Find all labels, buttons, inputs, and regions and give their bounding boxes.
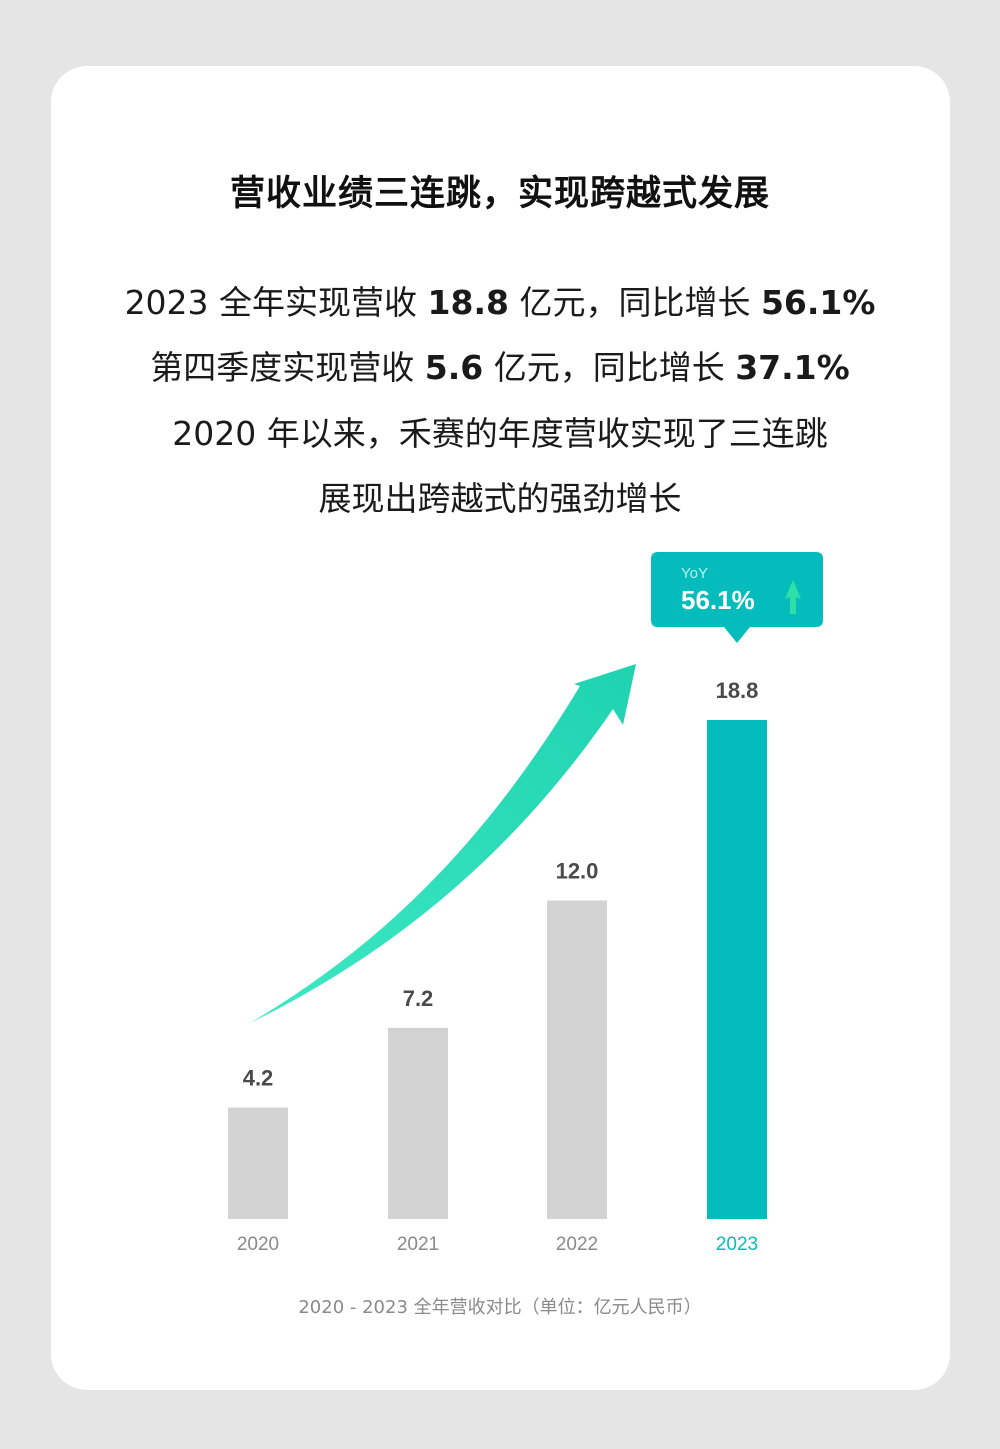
value-label-2022: 12.0 — [556, 858, 599, 883]
yoy-label: YoY — [681, 565, 708, 582]
yoy-badge: YoY 56.1% — [651, 552, 823, 643]
annual-growth-value: 56.1% — [760, 283, 876, 322]
category-label-2021: 2021 — [397, 1234, 439, 1255]
bar-2021 — [388, 1027, 448, 1219]
summary-line-annual: 2023 全年实现营收 18.8 亿元，同比增长 56.1% — [124, 283, 876, 322]
annual-revenue-value: 18.8 — [427, 283, 509, 322]
content-card — [51, 66, 950, 1390]
value-label-2020: 4.2 — [243, 1066, 274, 1091]
quarter-revenue-value: 5.6 — [424, 348, 484, 387]
bar-2020 — [228, 1107, 288, 1219]
chart-caption: 2020 - 2023 全年营收对比（单位：亿元人民币） — [298, 1297, 702, 1318]
category-label-2020: 2020 — [237, 1234, 279, 1255]
yoy-badge-background — [651, 552, 823, 643]
up-arrow-icon — [785, 580, 801, 614]
value-label-2023: 18.8 — [716, 678, 759, 703]
growth-arrow — [250, 664, 636, 1023]
quarter-growth-value: 37.1% — [735, 348, 850, 387]
page-title: 营收业绩三连跳，实现跨越式发展 — [229, 174, 770, 214]
summary-line-quarter: 第四季度实现营收 5.6 亿元，同比增长 37.1% — [150, 348, 850, 387]
bar-2022 — [547, 900, 607, 1219]
value-label-2021: 7.2 — [403, 986, 434, 1011]
category-label-2022: 2022 — [556, 1234, 598, 1255]
summary-line-history: 2020 年以来，禾赛的年度营收实现了三连跳 — [172, 414, 828, 453]
yoy-value: 56.1% — [681, 585, 755, 615]
bar-2023 — [707, 720, 767, 1219]
category-label-2023: 2023 — [716, 1234, 758, 1255]
summary-line-conclusion: 展现出跨越式的强劲增长 — [318, 479, 682, 518]
